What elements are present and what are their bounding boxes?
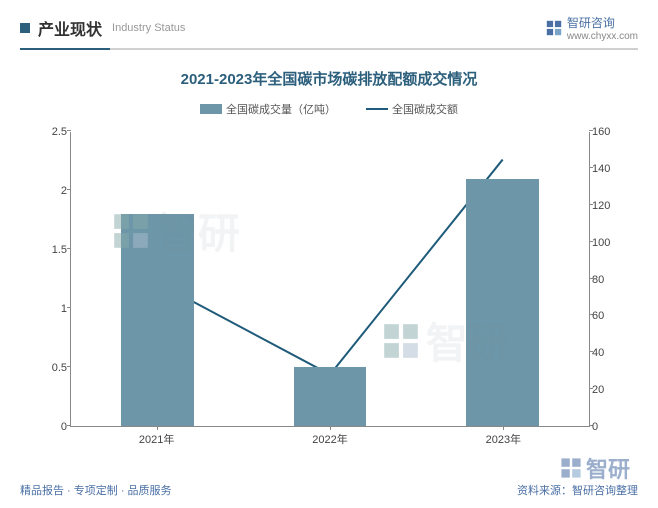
y-right-axis-labels: 020406080100120140160: [592, 132, 618, 427]
y-left-tick-label: 2.5: [52, 126, 67, 138]
footer: 精品报告 · 专项定制 · 品质服务 资料来源：智研咨询整理: [20, 482, 638, 498]
footer-right: 资料来源：智研咨询整理: [517, 482, 638, 498]
y-left-tick-label: 1.5: [52, 244, 67, 256]
bar: [466, 179, 539, 426]
x-tick-mark: [330, 426, 331, 430]
brand-name: 智研咨询: [567, 16, 615, 30]
y-left-axis-labels: 00.511.522.5: [45, 132, 67, 427]
y-right-tick-label: 80: [592, 274, 604, 286]
header-left: 产业现状 Industry Status: [20, 16, 185, 40]
brand-url: www.chyxx.com: [567, 31, 638, 42]
header-bullet-icon: [20, 23, 30, 33]
y-left-tick-label: 2: [61, 185, 67, 197]
y-left-tick-mark: [67, 189, 71, 190]
bar: [121, 214, 194, 426]
y-left-tick-mark: [67, 307, 71, 308]
header-divider: [20, 48, 638, 50]
y-left-tick-mark: [67, 366, 71, 367]
x-axis-labels: 2021年 2022年 2023年: [70, 431, 590, 449]
y-right-tick-label: 140: [592, 163, 610, 175]
x-tick-label: 2022年: [312, 431, 347, 447]
plot-region: [70, 132, 590, 427]
chart-title: 2021-2023年全国碳市场碳排放配额成交情况: [0, 68, 658, 89]
x-tick-mark: [157, 426, 158, 430]
header: 产业现状 Industry Status 智研咨询 www.chyxx.com: [0, 0, 658, 42]
legend-line-label: 全国碳成交额: [392, 101, 458, 117]
legend-item-bar: 全国碳成交量（亿吨）: [200, 101, 336, 117]
y-right-tick-label: 0: [592, 421, 598, 433]
y-left-tick-mark: [67, 248, 71, 249]
y-left-tick-label: 1: [61, 303, 67, 315]
header-title-en: Industry Status: [112, 22, 185, 34]
legend-bar-swatch-icon: [200, 104, 222, 114]
y-right-tick-label: 160: [592, 126, 610, 138]
corner-brand-text: 智研: [586, 452, 630, 484]
line-path: [157, 160, 502, 375]
x-tick-mark: [503, 426, 504, 430]
y-right-tick-label: 40: [592, 347, 604, 359]
chart-legend: 全国碳成交量（亿吨） 全国碳成交额: [0, 101, 658, 117]
y-right-tick-label: 120: [592, 200, 610, 212]
legend-bar-label: 全国碳成交量（亿吨）: [226, 101, 336, 117]
footer-left: 精品报告 · 专项定制 · 品质服务: [20, 482, 172, 498]
y-right-tick-label: 60: [592, 310, 604, 322]
x-tick-label: 2021年: [139, 431, 174, 447]
brand-logo-icon: [545, 19, 563, 37]
x-tick-label: 2023年: [486, 431, 521, 447]
y-right-tick-label: 20: [592, 384, 604, 396]
y-left-tick-mark: [67, 130, 71, 131]
legend-item-line: 全国碳成交额: [366, 101, 458, 117]
header-brand: 智研咨询 www.chyxx.com: [545, 14, 638, 42]
header-title-cn: 产业现状: [38, 16, 102, 40]
corner-brand-icon: 智研: [559, 452, 630, 484]
y-left-tick-label: 0: [61, 421, 67, 433]
bar: [294, 367, 367, 426]
y-left-tick-mark: [67, 425, 71, 426]
chart-area: 0 0.5 1 1.5 2 2.5 0 20 40 60 80 100 120 140 160 2021年…: [45, 127, 618, 457]
y-left-tick-label: 0.5: [52, 362, 67, 374]
y-right-tick-label: 100: [592, 237, 610, 249]
legend-line-swatch-icon: [366, 108, 388, 110]
